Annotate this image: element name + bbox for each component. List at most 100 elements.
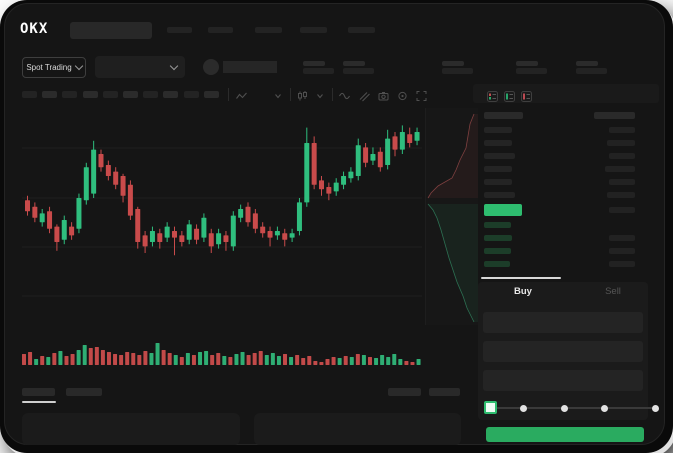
candle <box>179 235 185 242</box>
timeframe-pill-skeleton[interactable] <box>22 91 37 98</box>
order-input-skeleton[interactable] <box>483 341 643 362</box>
order-input-skeleton[interactable] <box>483 370 643 391</box>
candle <box>208 233 214 247</box>
ask-row-skeleton <box>484 140 512 146</box>
compare-icon[interactable] <box>358 89 372 102</box>
candle <box>274 231 280 236</box>
orderbook <box>478 106 658 278</box>
stat-label-skeleton <box>442 61 464 66</box>
timeframe-pill-skeleton[interactable] <box>143 91 159 98</box>
slider-stop[interactable] <box>519 404 527 412</box>
timeframe-pill-skeleton[interactable] <box>163 91 179 98</box>
timeframe-pill-skeleton[interactable] <box>102 91 118 98</box>
candle <box>238 209 244 218</box>
okx-logo[interactable]: OKX <box>20 21 49 37</box>
bid-row-skeleton <box>484 248 511 254</box>
orderbook-header-skeleton <box>484 112 523 119</box>
bottom-tab-skeleton[interactable] <box>429 388 460 396</box>
timeframe-pill-skeleton[interactable] <box>203 91 219 98</box>
line-style-icon[interactable] <box>235 89 249 102</box>
bottom-tab-skeleton[interactable] <box>66 388 102 396</box>
nav-item-skeleton[interactable] <box>255 27 282 33</box>
candle <box>164 226 170 238</box>
candle <box>186 224 192 240</box>
nav-item-skeleton[interactable] <box>167 27 192 33</box>
orderbook-bids-view-icon[interactable] <box>504 89 515 102</box>
tab-sell[interactable]: Sell <box>605 286 621 297</box>
bottom-tab-skeleton[interactable] <box>388 388 421 396</box>
candle <box>113 171 119 185</box>
candle <box>83 167 89 201</box>
chevron-down-icon[interactable] <box>314 89 328 102</box>
candle <box>407 134 413 143</box>
timeframe-pill-skeleton[interactable] <box>123 91 138 98</box>
ask-amount-skeleton <box>609 127 635 133</box>
slider-stop[interactable] <box>651 404 659 412</box>
timeframe-pill-skeleton[interactable] <box>82 91 98 98</box>
nav-item-skeleton[interactable] <box>348 27 375 33</box>
candle <box>348 171 354 179</box>
stat-value-skeleton <box>576 68 607 74</box>
candle <box>39 213 45 223</box>
candle <box>230 215 236 247</box>
settings-icon[interactable] <box>396 89 410 102</box>
nav-item-skeleton[interactable] <box>208 27 233 33</box>
candle <box>414 132 420 141</box>
candle <box>385 138 391 165</box>
orderbook-split-view-icon[interactable] <box>487 89 498 102</box>
market-type-selector-button[interactable]: Spot Trading <box>22 57 86 78</box>
order-input-skeleton[interactable] <box>483 312 643 333</box>
depth-chart-panel <box>425 108 478 325</box>
candle <box>47 211 53 229</box>
chevron-down-icon <box>74 61 83 71</box>
candle <box>333 182 339 192</box>
timeframe-pill-skeleton[interactable] <box>42 91 58 98</box>
chevron-down-icon <box>169 61 179 70</box>
trading-pair-dropdown[interactable] <box>95 56 185 78</box>
candle <box>377 151 383 168</box>
candle <box>260 226 266 234</box>
timeframe-pill-skeleton[interactable] <box>62 91 78 98</box>
market-type-label: Spot Trading <box>26 63 72 72</box>
pair-logo-avatar[interactable] <box>203 59 219 75</box>
ask-amount-skeleton <box>607 192 635 198</box>
toolbar-divider <box>228 88 229 101</box>
indicator-wave-icon[interactable] <box>338 89 352 102</box>
candle <box>149 231 155 242</box>
candle <box>267 231 273 238</box>
candle <box>69 226 75 236</box>
tab-buy[interactable]: Buy <box>514 286 532 297</box>
candle-type-icon[interactable] <box>296 89 310 102</box>
candle <box>399 132 405 150</box>
candlestick-chart[interactable] <box>22 110 422 330</box>
volume-chart <box>22 343 421 365</box>
candle <box>32 206 38 218</box>
candle <box>172 231 177 238</box>
orderbook-header-skeleton <box>594 112 635 119</box>
ask-row-skeleton <box>484 192 515 198</box>
buy-submit-button[interactable] <box>486 427 644 442</box>
nav-item-skeleton[interactable] <box>300 27 327 33</box>
bottom-tab-skeleton[interactable] <box>22 388 55 396</box>
fullscreen-icon[interactable] <box>415 89 429 102</box>
slider-stop[interactable] <box>560 404 568 412</box>
candle <box>326 187 332 194</box>
candle <box>363 147 369 163</box>
timeframe-pill-skeleton[interactable] <box>183 91 199 98</box>
candle <box>252 213 258 229</box>
candle <box>355 145 361 176</box>
toolbar-divider <box>290 88 291 101</box>
stat-value-skeleton <box>516 68 547 74</box>
chevron-down-icon[interactable] <box>272 89 286 102</box>
candle <box>98 154 104 168</box>
orderbook-asks-view-icon[interactable] <box>521 89 532 102</box>
slider-handle[interactable] <box>483 401 497 414</box>
ask-amount-skeleton <box>609 179 635 185</box>
stat-value-skeleton <box>303 68 334 74</box>
slider-stop[interactable] <box>600 404 608 412</box>
snapshot-icon[interactable] <box>377 89 391 102</box>
bottom-active-tab-indicator <box>22 401 56 403</box>
candle <box>311 143 317 185</box>
last-price-bar[interactable] <box>484 204 522 216</box>
